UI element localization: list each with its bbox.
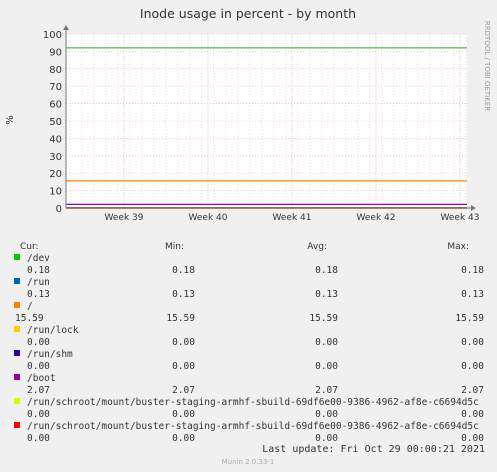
- x-tick-label: Week 43: [441, 213, 480, 223]
- legend-series-name: /run/schroot/mount/buster-staging-armhf-…: [27, 397, 479, 408]
- legend-min-value: 0.18: [172, 265, 195, 276]
- legend-max-value: 0.00: [461, 361, 484, 372]
- y-tick-label: 10: [49, 187, 62, 198]
- x-tick-label: Week 42: [357, 213, 396, 223]
- legend-entry: /run/schroot/mount/buster-staging-armhf-…: [14, 397, 484, 420]
- legend-header-min: Min:: [165, 242, 184, 252]
- legend-min-value: 0.00: [172, 361, 195, 372]
- x-tick-label: Week 41: [273, 213, 312, 223]
- munin-version: Munin 2.0.33-1: [222, 458, 275, 466]
- y-tick-label: 60: [49, 100, 62, 111]
- legend-series-name: /run: [27, 277, 50, 288]
- rrdtool-credit: RRDTOOL / TOBI OETIKER: [483, 21, 491, 111]
- legend-max-value: 0.13: [461, 289, 484, 300]
- legend-min-value: 0.00: [172, 433, 195, 444]
- x-tick-label: Week 39: [105, 213, 144, 223]
- legend-cur-value: 0.18: [27, 265, 50, 276]
- x-tick-label: Week 40: [189, 213, 228, 223]
- legend-series-name: /boot: [27, 373, 56, 384]
- legend-avg-value: 0.18: [315, 265, 338, 276]
- legend-entry: /15.59 15.59 15.59 15.59: [14, 301, 484, 324]
- legend-swatch: [14, 326, 20, 332]
- legend-swatch: [14, 422, 20, 428]
- legend-cur-value: 2.07: [27, 385, 50, 396]
- legend-series-name: /run/lock: [27, 325, 79, 336]
- legend-swatch: [14, 350, 20, 356]
- legend-avg-value: 0.00: [315, 409, 338, 420]
- legend-min-value: 2.07: [172, 385, 195, 396]
- legend-cur-value: 0.00: [27, 409, 50, 420]
- y-tick-label: 90: [49, 47, 62, 58]
- legend-cur-value: 0.00: [27, 361, 50, 372]
- legend-series-name: /run/schroot/mount/buster-staging-armhf-…: [27, 421, 479, 432]
- legend-avg-value: 15.59: [309, 313, 338, 324]
- legend-avg-value: 0.00: [315, 337, 338, 348]
- legend-cur-value: 0.00: [27, 433, 50, 444]
- legend-max-value: 15.59: [455, 313, 484, 324]
- legend-avg-value: 0.00: [315, 361, 338, 372]
- x-tick-labels: Week 39 Week 40 Week 41 Week 42 Week 43: [105, 213, 480, 223]
- legend-min-value: 0.00: [172, 337, 195, 348]
- chart-title: Inode usage in percent - by month: [140, 6, 356, 21]
- y-tick-label: 40: [49, 134, 62, 145]
- last-update: Last update: Fri Oct 29 00:00:21 2021: [262, 444, 485, 455]
- legend-swatch: [14, 278, 20, 284]
- legend-series-name: /: [27, 301, 33, 312]
- series-lines: [63, 25, 476, 211]
- legend-swatch: [14, 398, 20, 404]
- legend-cur-value: 0.13: [27, 289, 50, 300]
- legend-max-value: 0.00: [461, 337, 484, 348]
- x-axis-arrow: [471, 205, 476, 211]
- legend-min-value: 15.59: [166, 313, 195, 324]
- legend-max-value: 0.00: [461, 409, 484, 420]
- legend-avg-value: 0.00: [315, 433, 338, 444]
- legend-header-avg: Avg:: [307, 242, 327, 252]
- legend-series-name: /run/shm: [27, 349, 73, 360]
- legend-cur-value: 0.00: [27, 337, 50, 348]
- legend-avg-value: 0.13: [315, 289, 338, 300]
- y-tick-label: 20: [49, 169, 62, 180]
- legend-cur-value: 15.59: [15, 313, 44, 324]
- legend-swatch: [14, 254, 20, 260]
- legend-entry: /run/schroot/mount/buster-staging-armhf-…: [14, 421, 484, 444]
- y-tick-label: 50: [49, 117, 62, 128]
- grid: [66, 33, 467, 209]
- y-tick-labels: 0 10 20 30 40 50 60 70 80 90 100: [43, 30, 62, 215]
- y-axis-arrow: [63, 25, 69, 30]
- y-tick-label: 30: [49, 152, 62, 163]
- legend-header-cur: Cur:: [20, 242, 39, 252]
- y-tick-label: 80: [49, 65, 62, 76]
- legend-header-max: Max:: [447, 242, 469, 252]
- legend-swatch: [14, 374, 20, 380]
- legend-series-name: /dev: [27, 253, 50, 264]
- y-tick-label: 70: [49, 82, 62, 93]
- legend-avg-value: 2.07: [315, 385, 338, 396]
- legend-min-value: 0.00: [172, 409, 195, 420]
- y-tick-label: 0: [56, 204, 62, 215]
- legend-swatch: [14, 302, 20, 308]
- legend-max-value: 2.07: [461, 385, 484, 396]
- legend-max-value: 0.18: [461, 265, 484, 276]
- y-axis-label: %: [5, 115, 16, 125]
- legend-min-value: 0.13: [172, 289, 195, 300]
- y-tick-label: 100: [43, 30, 62, 41]
- legend-max-value: 0.00: [461, 433, 484, 444]
